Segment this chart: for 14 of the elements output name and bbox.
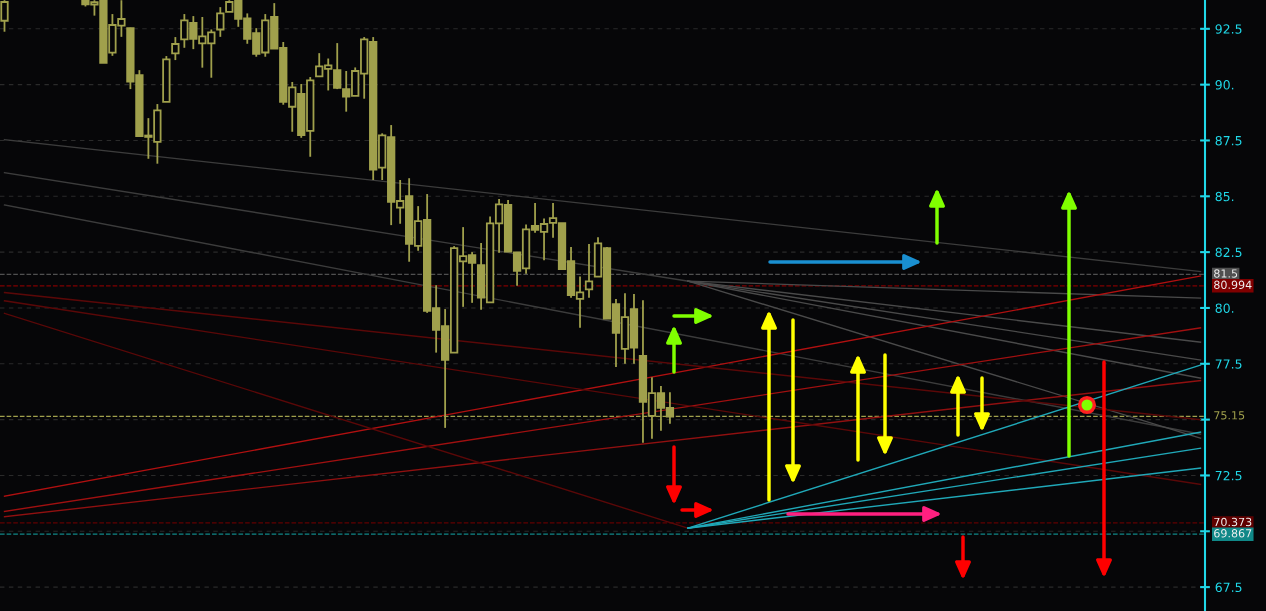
y-tick-label: 67.5 (1215, 582, 1242, 593)
y-tick-label: 77.5 (1215, 359, 1242, 369)
ref-line-label: 70.373 (1214, 517, 1252, 527)
ref-line-label: 81.5 (1214, 269, 1238, 278)
y-tick-label: 72.5 (1215, 470, 1242, 481)
y-tick-label: 82.5 (1215, 247, 1242, 258)
ref-line-label: 80.994 (1214, 280, 1252, 289)
y-tick-label: 85. (1215, 191, 1234, 202)
y-tick-label: 90. (1215, 80, 1234, 90)
y-tick-label: 80. (1215, 303, 1234, 313)
ref-line-label: 75.15 (1214, 411, 1245, 420)
ref-line-label: 69.867 (1214, 529, 1252, 538)
y-tick-label: 92.5 (1215, 24, 1242, 34)
y-tick-label: 87.5 (1215, 135, 1242, 146)
